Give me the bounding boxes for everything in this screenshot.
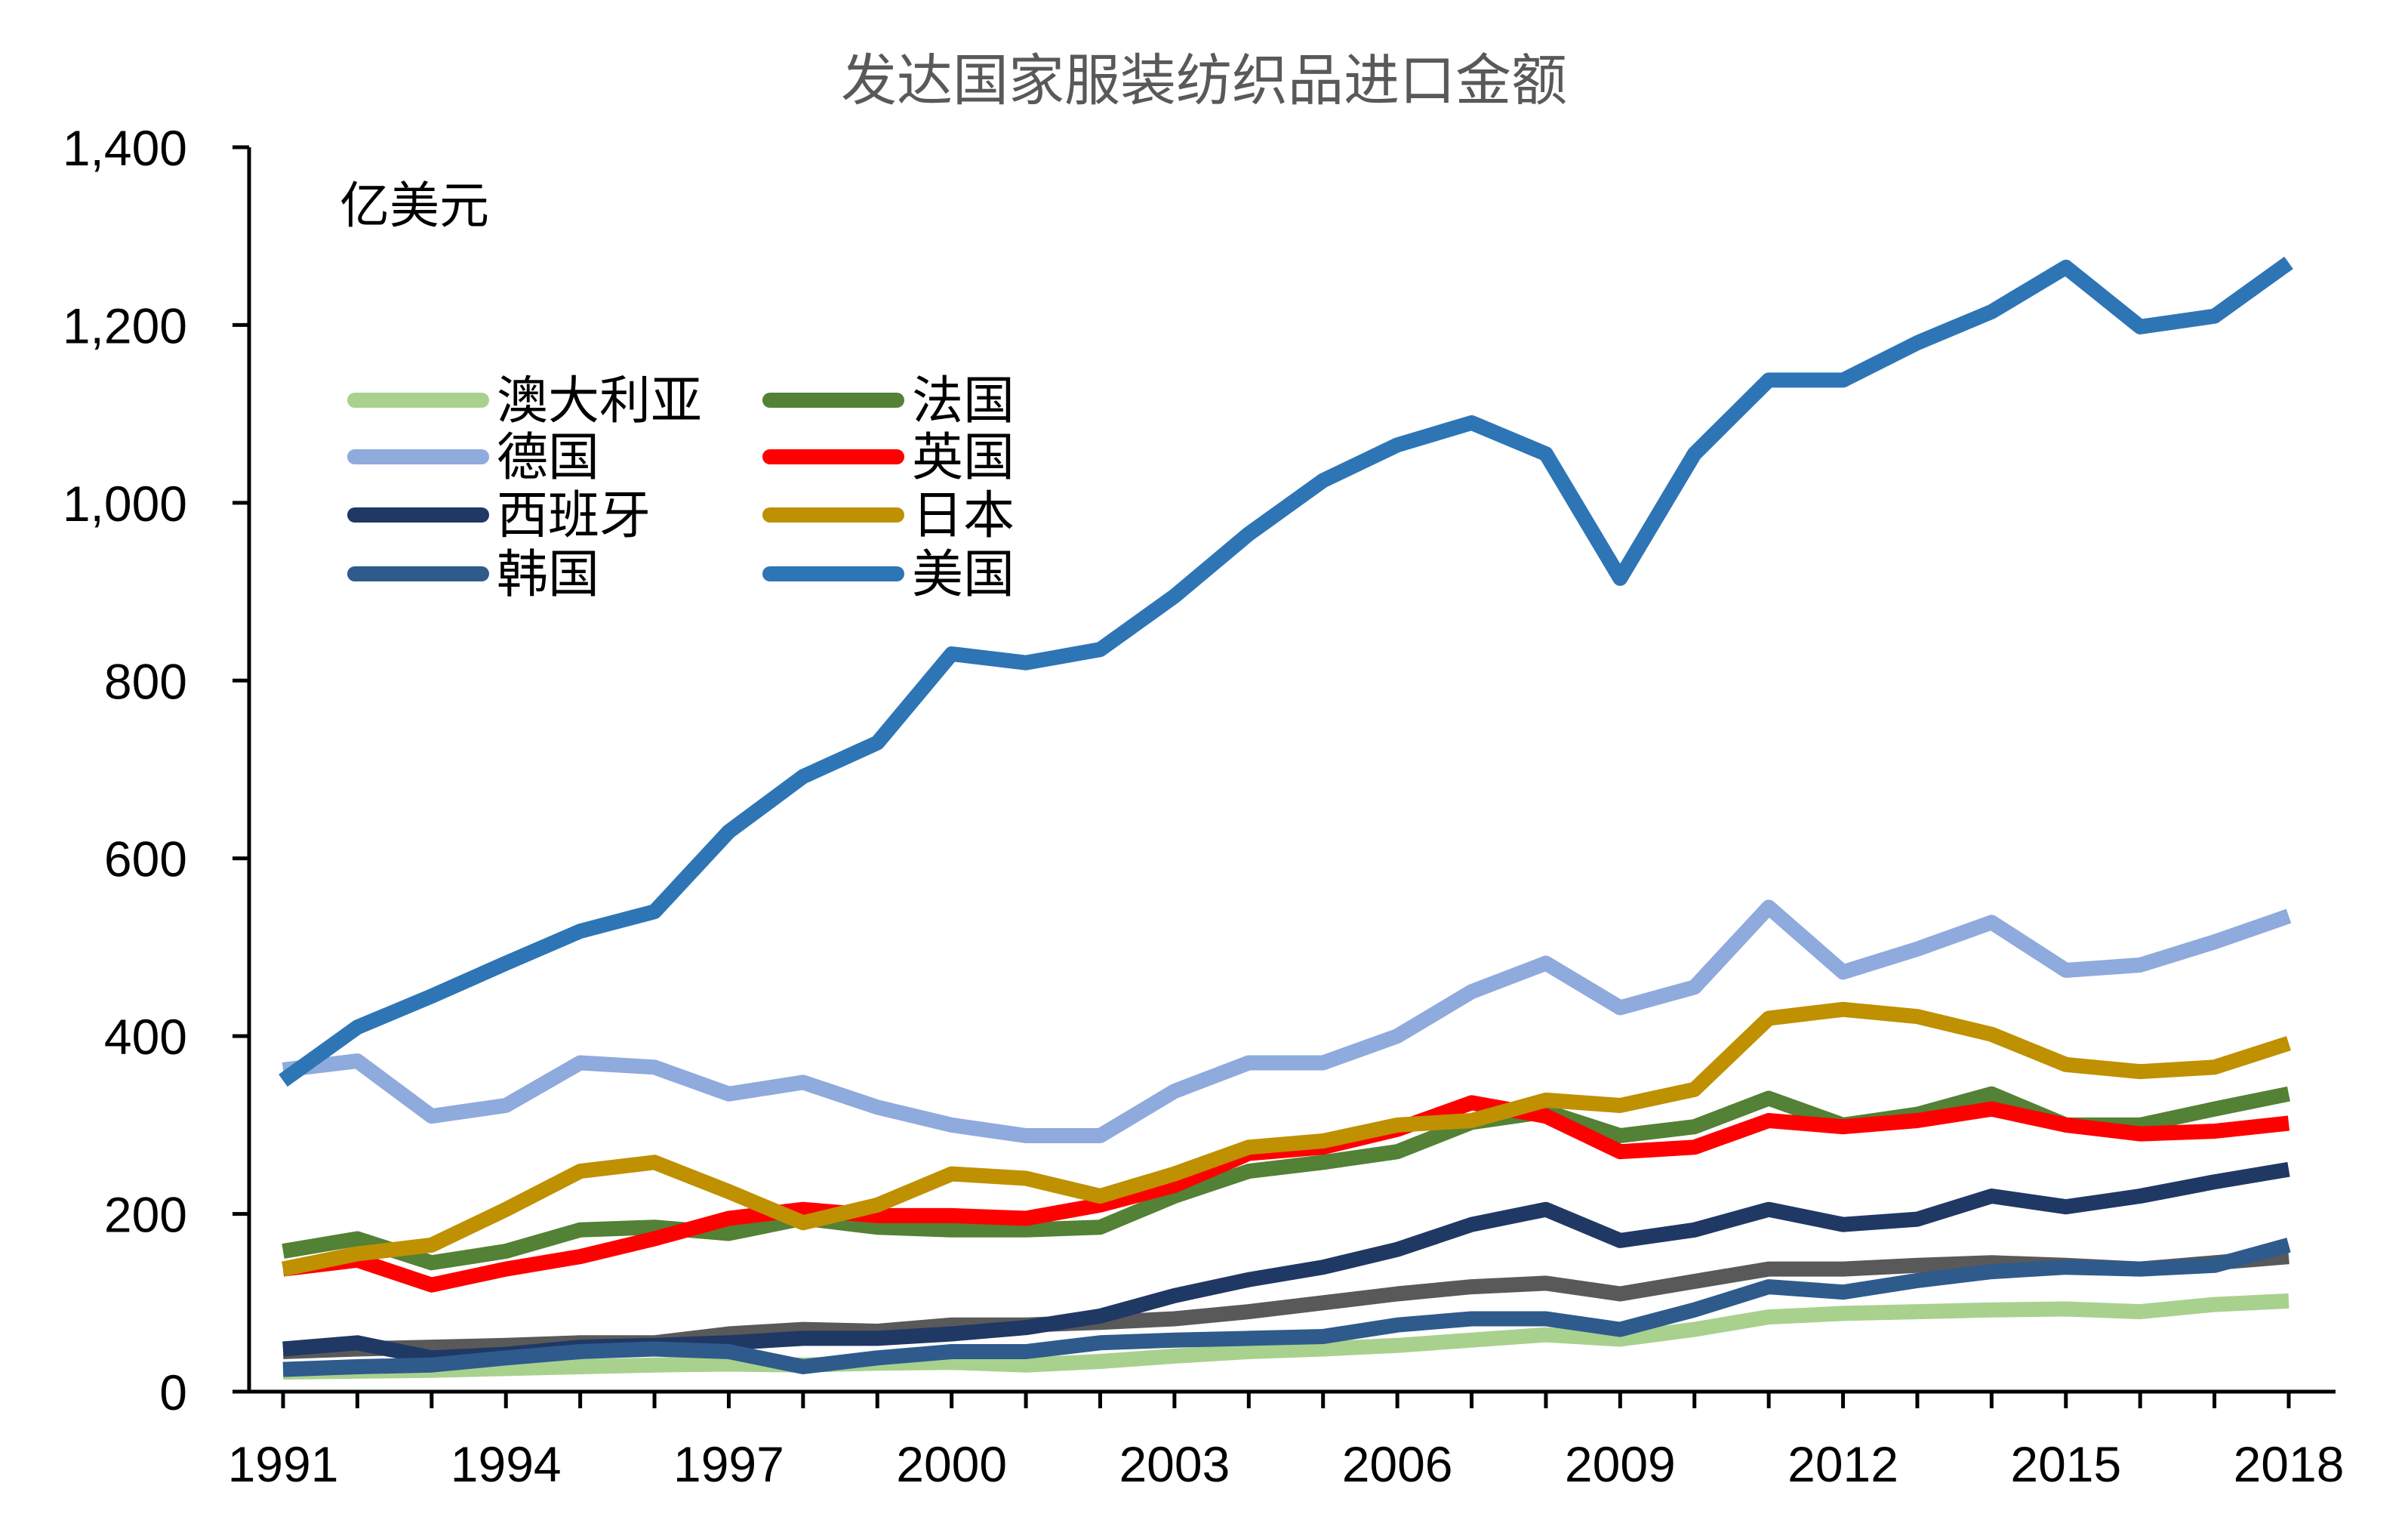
series-line bbox=[281, 1001, 2292, 1277]
x-tick-label: 2006 bbox=[1342, 1436, 1453, 1492]
x-tick-label: 1997 bbox=[673, 1436, 784, 1492]
legend-label: 西班牙 bbox=[497, 486, 651, 546]
x-tick-label: 2003 bbox=[1119, 1436, 1230, 1492]
series-line bbox=[279, 256, 2293, 1087]
x-axis-ticks: 1991 1994 1997 2000 2003 2006 2009 2012 2015 2018 bbox=[228, 1392, 2345, 1492]
series-line bbox=[282, 899, 2292, 1143]
legend-label: 美国 bbox=[912, 545, 1015, 605]
y-tick-label: 200 bbox=[104, 1187, 187, 1243]
x-tick-label: 2009 bbox=[1565, 1436, 1676, 1492]
y-tick-label: 600 bbox=[104, 831, 187, 887]
x-tick-label: 2015 bbox=[2010, 1436, 2121, 1492]
y-tick-label: 1,000 bbox=[63, 476, 187, 532]
y-tick-label: 800 bbox=[104, 653, 187, 709]
legend-label: 韩国 bbox=[497, 545, 599, 605]
x-tick-label: 2000 bbox=[896, 1436, 1007, 1492]
legend-label: 法国 bbox=[912, 372, 1015, 431]
y-tick-label: 1,400 bbox=[63, 120, 187, 176]
series-line bbox=[282, 1293, 2289, 1380]
unit-label: 亿美元 bbox=[340, 177, 489, 235]
x-tick-label: 2018 bbox=[2234, 1436, 2345, 1492]
y-tick-label: 400 bbox=[104, 1009, 187, 1065]
y-tick-label: 0 bbox=[159, 1364, 187, 1420]
legend-label: 日本 bbox=[912, 486, 1015, 546]
x-tick-label: 2012 bbox=[1788, 1436, 1898, 1492]
y-axis-ticks: 0 200 400 600 800 1,000 1,200 1,400 bbox=[63, 120, 249, 1420]
y-tick-label: 1,200 bbox=[63, 298, 187, 353]
legend-label: 德国 bbox=[497, 428, 599, 488]
x-tick-label: 1994 bbox=[451, 1436, 562, 1492]
series-line bbox=[282, 1238, 2291, 1377]
plot-lines bbox=[279, 256, 2293, 1380]
legend-label: 英国 bbox=[912, 428, 1015, 488]
series-line bbox=[282, 1086, 2290, 1271]
legend-label: 澳大利亚 bbox=[497, 372, 702, 431]
x-tick-label: 1991 bbox=[228, 1436, 339, 1492]
chart-title: 发达国家服装纺织品进口金额 bbox=[841, 48, 1567, 113]
